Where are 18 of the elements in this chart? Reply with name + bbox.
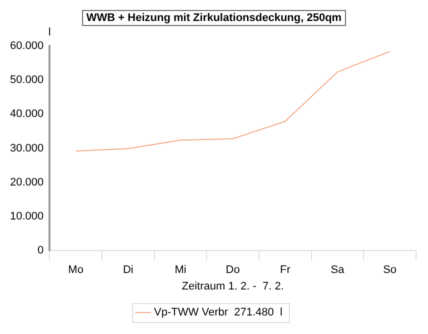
x-tick-label: Fr [280, 264, 291, 276]
legend-label: Vp-TWW Verbr 271.480 l [154, 306, 282, 319]
x-tick-label: Do [226, 264, 240, 276]
y-tick-label: 40.000 [10, 108, 44, 120]
y-tick-label: 0 [38, 244, 44, 257]
y-tick-label: 50.000 [10, 74, 44, 86]
x-tick-label: So [383, 264, 397, 276]
chart-title: WWB + Heizung mit Zirkulationsdeckung, 250qm [82, 10, 346, 26]
y-tick-label: 20.000 [10, 176, 44, 188]
y-tick-label: 10.000 [10, 210, 44, 223]
y-axis-title: l [48, 26, 51, 39]
y-tick-label: 30.000 [10, 142, 44, 154]
x-tick-label: Sa [330, 264, 346, 276]
x-tick-label: Mi [174, 264, 186, 276]
x-axis-title: Zeitraum 1. 2. - 7. 2. [182, 280, 284, 292]
y-tick-label: 60.000 [10, 40, 44, 52]
x-tick-label: Di [122, 264, 134, 276]
x-tick-label: Mo [68, 264, 84, 276]
